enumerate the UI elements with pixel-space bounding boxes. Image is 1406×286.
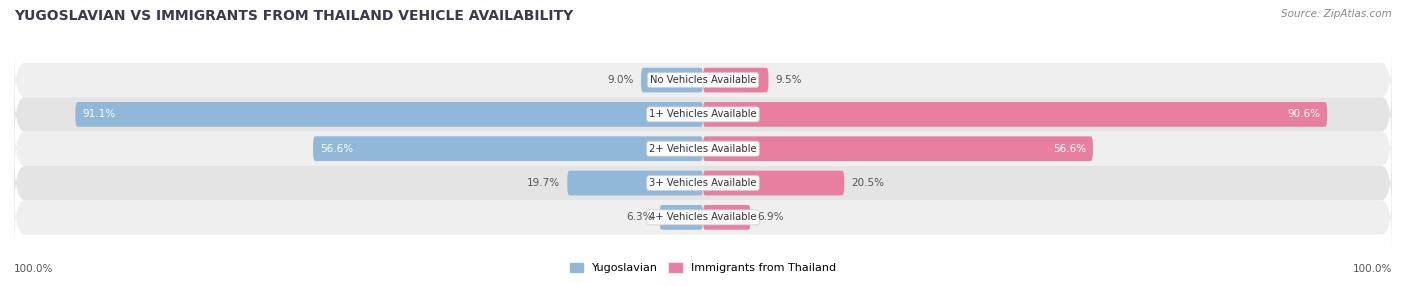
Text: 100.0%: 100.0% bbox=[14, 264, 53, 274]
Text: 6.9%: 6.9% bbox=[758, 212, 785, 222]
Text: 100.0%: 100.0% bbox=[1353, 264, 1392, 274]
FancyBboxPatch shape bbox=[14, 46, 1392, 114]
Text: 2+ Vehicles Available: 2+ Vehicles Available bbox=[650, 144, 756, 154]
FancyBboxPatch shape bbox=[703, 68, 769, 92]
FancyBboxPatch shape bbox=[14, 183, 1392, 252]
FancyBboxPatch shape bbox=[703, 102, 1327, 127]
Text: No Vehicles Available: No Vehicles Available bbox=[650, 75, 756, 85]
FancyBboxPatch shape bbox=[703, 136, 1092, 161]
FancyBboxPatch shape bbox=[703, 205, 751, 230]
Text: 90.6%: 90.6% bbox=[1288, 110, 1320, 119]
Text: 91.1%: 91.1% bbox=[83, 110, 115, 119]
FancyBboxPatch shape bbox=[14, 114, 1392, 183]
Legend: Yugoslavian, Immigrants from Thailand: Yugoslavian, Immigrants from Thailand bbox=[565, 258, 841, 278]
Text: 9.5%: 9.5% bbox=[775, 75, 801, 85]
Text: 56.6%: 56.6% bbox=[1053, 144, 1085, 154]
FancyBboxPatch shape bbox=[567, 171, 703, 195]
Text: 3+ Vehicles Available: 3+ Vehicles Available bbox=[650, 178, 756, 188]
Text: 9.0%: 9.0% bbox=[607, 75, 634, 85]
FancyBboxPatch shape bbox=[14, 149, 1392, 217]
FancyBboxPatch shape bbox=[14, 80, 1392, 149]
Text: Source: ZipAtlas.com: Source: ZipAtlas.com bbox=[1281, 9, 1392, 19]
FancyBboxPatch shape bbox=[76, 102, 703, 127]
Text: 56.6%: 56.6% bbox=[321, 144, 353, 154]
Text: 20.5%: 20.5% bbox=[851, 178, 884, 188]
Text: 4+ Vehicles Available: 4+ Vehicles Available bbox=[650, 212, 756, 222]
FancyBboxPatch shape bbox=[641, 68, 703, 92]
Text: YUGOSLAVIAN VS IMMIGRANTS FROM THAILAND VEHICLE AVAILABILITY: YUGOSLAVIAN VS IMMIGRANTS FROM THAILAND … bbox=[14, 9, 574, 23]
Text: 6.3%: 6.3% bbox=[626, 212, 652, 222]
FancyBboxPatch shape bbox=[703, 171, 844, 195]
FancyBboxPatch shape bbox=[659, 205, 703, 230]
Text: 1+ Vehicles Available: 1+ Vehicles Available bbox=[650, 110, 756, 119]
FancyBboxPatch shape bbox=[314, 136, 703, 161]
Text: 19.7%: 19.7% bbox=[527, 178, 561, 188]
